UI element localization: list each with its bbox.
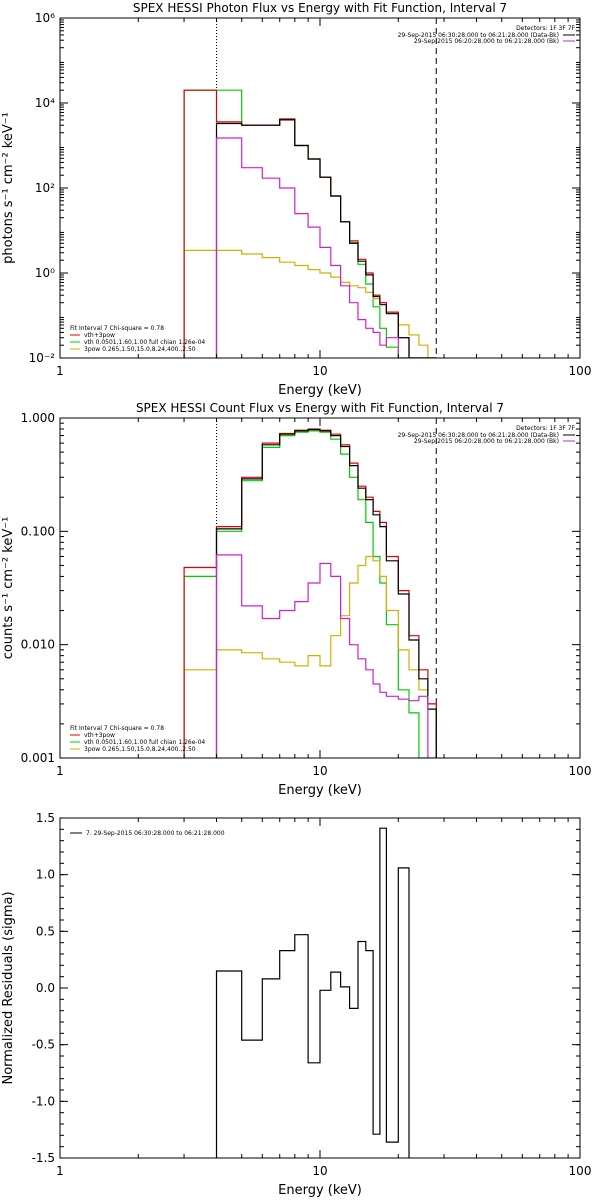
y-axis-label: Normalized Residuals (sigma) bbox=[1, 891, 16, 1084]
series-line-4 bbox=[215, 119, 437, 358]
legend-entry: vth+3pow bbox=[84, 732, 115, 739]
data-layer bbox=[215, 827, 410, 1158]
data-layer bbox=[183, 418, 437, 758]
x-tick-label: 10 bbox=[312, 364, 327, 378]
x-tick-label: 1 bbox=[56, 364, 64, 378]
data-layer bbox=[183, 18, 437, 358]
series-line-1 bbox=[215, 827, 410, 1158]
y-tick-label: 10⁶ bbox=[35, 11, 55, 25]
series-line-2 bbox=[183, 555, 437, 758]
legend-header: Detectors: 1F 3F 7F bbox=[516, 25, 575, 32]
y-tick-label: -0.5 bbox=[32, 1038, 55, 1052]
x-axis-label: Energy (keV) bbox=[278, 783, 362, 798]
legend-bottom-left: Fit Interval 7 Chi-square = 0.78vth+3pow… bbox=[70, 325, 205, 353]
legend-entry: 3pow 0.265,1.50,15.0,8.24,400.,2.50 bbox=[84, 746, 196, 753]
chart-title: SPEX HESSI Photon Flux vs Energy with Fi… bbox=[133, 1, 507, 15]
y-tick-label: 10² bbox=[35, 181, 55, 195]
y-tick-label: 0.5 bbox=[36, 924, 55, 938]
y-tick-label: 1.000 bbox=[21, 411, 55, 425]
y-tick-label: 0.010 bbox=[21, 638, 55, 652]
x-axis-label: Energy (keV) bbox=[278, 383, 362, 398]
y-tick-label: 0.0 bbox=[36, 981, 55, 995]
y-tick-label: 1.0 bbox=[36, 868, 55, 882]
series-line-5 bbox=[215, 554, 429, 758]
y-tick-label: -1.5 bbox=[32, 1151, 55, 1165]
chart-panel-2: SPEX HESSI Count Flux vs Energy with Fit… bbox=[1, 401, 591, 798]
plot-frame bbox=[59, 817, 581, 1159]
x-tick-label: 100 bbox=[569, 764, 592, 778]
x-tick-label: 10 bbox=[312, 1164, 327, 1178]
y-tick-label: 0.001 bbox=[21, 751, 55, 765]
x-tick-label: 100 bbox=[569, 1164, 592, 1178]
legend-entry: vth 0.0501,1.60,1.00 full chian 1.26e-04 bbox=[84, 339, 205, 346]
legend-entry: vth+3pow bbox=[84, 332, 115, 339]
series-line-4 bbox=[215, 429, 437, 758]
plot-frame bbox=[59, 17, 581, 359]
legend-entry: 29-Sep-2015 06:20:28.000 to 06:21:28.000… bbox=[414, 438, 559, 445]
y-tick-label: 0.100 bbox=[21, 524, 55, 538]
legend-entry: 29-Sep-2015 06:30:28.000 to 06:21:28.000… bbox=[398, 432, 559, 439]
chart-panel-1: SPEX HESSI Photon Flux vs Energy with Fi… bbox=[1, 1, 591, 398]
legend-entry: 29-Sep-2015 06:30:28.000 to 06:21:28.000… bbox=[398, 32, 559, 39]
x-tick-label: 1 bbox=[56, 1164, 64, 1178]
x-axis-label: Energy (keV) bbox=[278, 1183, 362, 1198]
legend-header: Fit Interval 7 Chi-square = 0.78 bbox=[70, 325, 164, 332]
y-tick-label: 1.5 bbox=[36, 811, 55, 825]
legend-header: Detectors: 1F 3F 7F bbox=[516, 425, 575, 432]
y-tick-label: 10⁴ bbox=[35, 96, 55, 110]
y-axis-label: photons s⁻¹ cm⁻² keV⁻¹ bbox=[1, 112, 16, 264]
y-tick-label: 10⁻² bbox=[29, 351, 56, 365]
x-tick-label: 100 bbox=[569, 364, 592, 378]
x-tick-label: 1 bbox=[56, 764, 64, 778]
plot-frame bbox=[59, 417, 581, 759]
legend-entry: 7. 29-Sep-2015 06:30:28.000 to 06:21:28.… bbox=[86, 830, 225, 837]
series-line-5 bbox=[215, 137, 419, 358]
chart-panel-3: 1 10 100 Energy (keV) -1.5 -1.0 -0.5 0.0 0.5 1.0 1… bbox=[1, 811, 591, 1198]
legend-bottom-left: Fit Interval 7 Chi-square = 0.78vth+3pow… bbox=[70, 725, 205, 753]
y-tick-label: 10⁰ bbox=[35, 266, 55, 280]
legend-entry: 29-Sep-2015 06:20:28.000 to 06:21:28.000… bbox=[414, 38, 559, 45]
legend-entry: vth 0.0501,1.60,1.00 full chian 1.26e-04 bbox=[84, 739, 205, 746]
x-tick-label: 10 bbox=[312, 764, 327, 778]
legend-entry: 3pow 0.265,1.50,15.0,8.24,400.,2.50 bbox=[84, 346, 196, 353]
legend-top-left: 7. 29-Sep-2015 06:30:28.000 to 06:21:28.… bbox=[70, 830, 225, 837]
legend-header: Fit Interval 7 Chi-square = 0.78 bbox=[70, 725, 164, 732]
series-line-2 bbox=[183, 249, 437, 358]
y-axis-label: counts s⁻¹ cm⁻² keV⁻¹ bbox=[1, 517, 16, 660]
chart-title: SPEX HESSI Count Flux vs Energy with Fit… bbox=[136, 401, 504, 415]
y-tick-label: -1.0 bbox=[32, 1094, 55, 1108]
